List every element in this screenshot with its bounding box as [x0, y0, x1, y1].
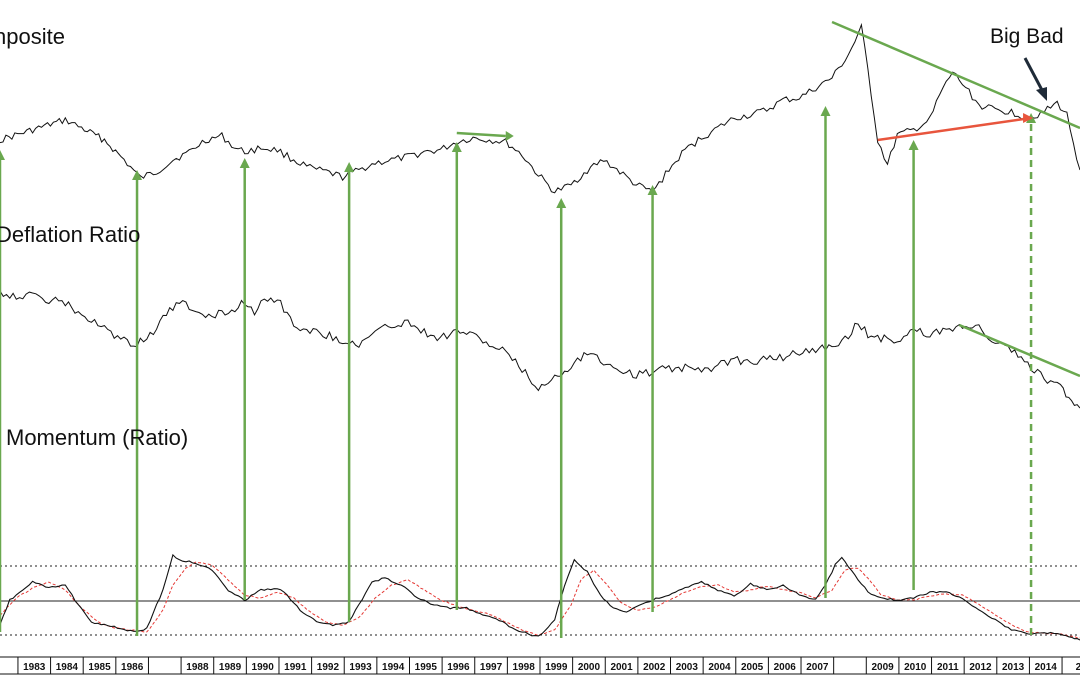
year-label: 1984: [56, 662, 79, 673]
year-label: 2: [1076, 662, 1080, 673]
trendline-arrowhead-icon: [505, 131, 514, 141]
trendline: [877, 116, 1032, 142]
year-label: 2006: [774, 662, 797, 673]
year-label: 2012: [969, 662, 992, 673]
trendline: [831, 20, 1080, 130]
panel-title-ratio: Deflation Ratio: [0, 222, 140, 247]
signal-arrowhead-icon: [820, 106, 831, 116]
signal-arrowhead-icon: [239, 158, 250, 168]
signal-arrowhead-icon: [344, 162, 355, 172]
year-label: 2004: [708, 662, 731, 673]
signal-arrowhead-icon: [451, 142, 462, 152]
annotation-arrow-icon: [1023, 57, 1045, 93]
signal-arrowhead-icon: [0, 150, 5, 160]
year-label: 2011: [937, 662, 959, 673]
trendlines: [456, 20, 1080, 378]
trendline-arrowhead-icon: [1023, 113, 1034, 123]
signal-arrowhead-icon: [132, 170, 143, 180]
composite-series-line: [0, 22, 1080, 194]
signal-arrows: [0, 106, 1037, 638]
panel-title-composite: nposite: [0, 24, 65, 49]
momentum-series-line: [0, 553, 1080, 641]
year-label: 2013: [1002, 662, 1025, 673]
year-label: 1983: [23, 662, 46, 673]
year-label: 1995: [415, 662, 438, 673]
year-label: 1985: [88, 662, 111, 673]
annotation-arrowhead-icon: [1036, 87, 1047, 101]
year-label: 1996: [447, 662, 470, 673]
year-label: 1993: [349, 662, 372, 673]
signal-arrowhead-icon: [556, 198, 567, 208]
trendline: [958, 323, 1080, 378]
ratio-series-line: [0, 290, 1080, 409]
year-label: 1986: [121, 662, 144, 673]
year-label: 1990: [252, 662, 275, 673]
year-label: 1999: [545, 662, 568, 673]
year-label: 2009: [871, 662, 894, 673]
year-label: 1988: [186, 662, 209, 673]
year-label: 2002: [643, 662, 666, 673]
series-layer: [0, 22, 1080, 641]
year-label: 2007: [806, 662, 829, 673]
big-bad-annotation: Big Bad: [990, 25, 1064, 48]
year-label: 2005: [741, 662, 764, 673]
year-label: 1992: [317, 662, 340, 673]
trendline: [456, 131, 506, 138]
momentum-signal-line: [0, 561, 1080, 639]
year-label: 1998: [513, 662, 536, 673]
year-label: 1994: [382, 662, 405, 673]
year-label: 2001: [610, 662, 633, 673]
year-label: 1991: [284, 662, 307, 673]
signal-arrowhead-icon: [908, 140, 919, 150]
signal-arrowhead-icon: [647, 185, 658, 195]
year-label: 2003: [676, 662, 699, 673]
year-label: 2000: [578, 662, 601, 673]
panel-title-momentum: Momentum (Ratio): [6, 425, 188, 450]
year-label: 1989: [219, 662, 242, 673]
year-label: 2014: [1035, 662, 1058, 673]
year-label: 1997: [480, 662, 503, 673]
year-axis: 1983 1984 1985 1986 1988 1989 1990 1991 1992 1993…: [0, 656, 1080, 675]
year-label: 2010: [904, 662, 927, 673]
momentum-reference-lines: [0, 565, 1080, 636]
